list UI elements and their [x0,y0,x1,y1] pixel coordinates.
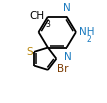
Text: N: N [63,3,71,13]
Text: S: S [26,47,33,57]
Text: N: N [64,52,72,62]
Text: 2: 2 [87,35,91,44]
Text: 3: 3 [45,20,50,29]
Text: Br: Br [57,64,69,74]
Text: CH: CH [30,11,45,21]
Text: NH: NH [79,27,94,37]
